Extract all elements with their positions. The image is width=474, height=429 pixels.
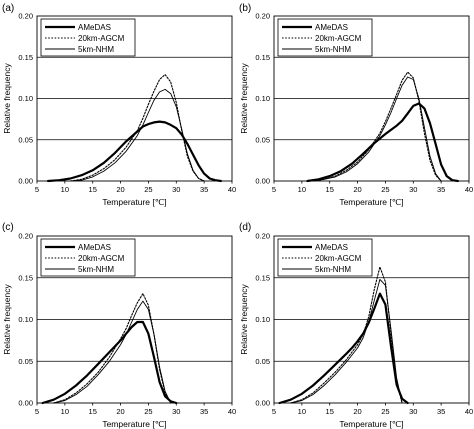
series-line-20km-agcm — [53, 293, 172, 404]
y-tick-label: 0.20 — [18, 232, 33, 241]
x-tick-label: 20 — [353, 407, 361, 416]
legend-label: AMeDAS — [315, 243, 348, 252]
y-tick-label: 0.05 — [18, 135, 33, 144]
series-line-20km-agcm — [312, 71, 442, 182]
x-axis-title: Temperature [℃] — [339, 419, 403, 429]
x-tick-label: 25 — [381, 407, 389, 416]
chart-panel-4: (d) 0.00 0.05 0.10 0.15 0.20 5 10 15 20 25 30 35 40 Te… — [239, 222, 473, 429]
x-tick-label: 5 — [35, 407, 39, 416]
y-tick-label: 0.10 — [255, 315, 270, 324]
x-tick-label: 40 — [228, 185, 236, 194]
legend-label: 5km-NHM — [78, 45, 114, 54]
series-line-5km-nhm — [69, 88, 205, 182]
plot-frame — [36, 15, 233, 182]
y-tick-label: 0.20 — [18, 12, 33, 21]
x-tick-label: 10 — [298, 407, 306, 416]
plot-frame — [273, 235, 470, 404]
legend-box — [277, 238, 373, 277]
x-tick-label: 20 — [353, 185, 361, 194]
panel-letter: (b) — [239, 3, 251, 14]
y-axis-title: Relative frequency — [239, 63, 249, 134]
y-tick-label: 0.05 — [18, 357, 33, 366]
x-tick-label: 30 — [409, 185, 417, 194]
x-tick-label: 25 — [144, 185, 152, 194]
x-tick-label: 25 — [144, 407, 152, 416]
y-tick-label: 0.20 — [255, 12, 270, 21]
x-tick-label: 5 — [35, 185, 39, 194]
x-axis-title: Temperature [℃] — [339, 197, 403, 207]
y-axis-title: Relative frequency — [2, 63, 12, 134]
x-tick-label: 35 — [437, 185, 445, 194]
series-line-amedas — [278, 292, 409, 405]
x-tick-label: 15 — [89, 185, 97, 194]
x-tick-label: 15 — [326, 185, 334, 194]
y-tick-label: 0.15 — [18, 53, 33, 62]
x-tick-label: 40 — [465, 407, 473, 416]
x-tick-label: 15 — [89, 407, 97, 416]
x-tick-label: 35 — [200, 185, 208, 194]
plot-frame — [36, 235, 233, 404]
x-tick-label: 25 — [381, 185, 389, 194]
y-tick-label: 0.10 — [18, 315, 33, 324]
series-line-20km-agcm — [69, 74, 205, 182]
panel-letter: (c) — [2, 222, 14, 233]
x-tick-label: 40 — [228, 407, 236, 416]
y-tick-label: 0.15 — [18, 273, 33, 282]
x-axis-title: Temperature [℃] — [102, 197, 166, 207]
panel-letter: (a) — [2, 3, 14, 14]
y-tick-label: 0.00 — [255, 177, 270, 186]
chart-panel-2: (b) 0.00 0.05 0.10 0.15 0.20 5 10 15 20 25 30 35 40 Te… — [239, 3, 473, 207]
legend-label: 20km-AGCM — [78, 254, 125, 263]
y-tick-label: 0.00 — [255, 399, 270, 408]
y-axis-title: Relative frequency — [239, 284, 249, 355]
x-tick-label: 30 — [409, 407, 417, 416]
x-tick-label: 10 — [61, 185, 69, 194]
y-tick-label: 0.05 — [255, 357, 270, 366]
legend-label: 20km-AGCM — [315, 254, 362, 263]
legend-label: 20km-AGCM — [78, 34, 125, 43]
legend-label: AMeDAS — [78, 243, 111, 252]
legend-label: 20km-AGCM — [315, 34, 362, 43]
x-tick-label: 15 — [326, 407, 334, 416]
legend-label: 5km-NHM — [315, 265, 351, 274]
y-tick-label: 0.15 — [255, 53, 270, 62]
y-tick-label: 0.10 — [18, 94, 33, 103]
x-tick-label: 40 — [465, 185, 473, 194]
series-line-amedas — [306, 102, 459, 183]
x-tick-label: 30 — [172, 407, 180, 416]
x-tick-label: 10 — [298, 185, 306, 194]
y-tick-label: 0.00 — [18, 399, 33, 408]
legend-box — [40, 18, 136, 57]
y-tick-label: 0.15 — [255, 273, 270, 282]
legend-label: AMeDAS — [78, 23, 111, 32]
x-tick-label: 20 — [116, 185, 124, 194]
x-tick-label: 5 — [272, 185, 276, 194]
series-line-amedas — [46, 120, 222, 183]
x-tick-label: 20 — [116, 407, 124, 416]
series-line-5km-nhm — [312, 76, 442, 182]
legend-label: 5km-NHM — [315, 45, 351, 54]
series-line-5km-nhm — [290, 278, 403, 404]
legend-label: 5km-NHM — [78, 265, 114, 274]
x-tick-label: 10 — [61, 407, 69, 416]
y-tick-label: 0.20 — [255, 232, 270, 241]
plot-frame — [273, 15, 470, 182]
legend-box — [277, 18, 373, 57]
x-axis-title: Temperature [℃] — [102, 419, 166, 429]
panel-letter: (d) — [239, 222, 251, 233]
x-tick-label: 35 — [437, 407, 445, 416]
x-tick-label: 30 — [172, 185, 180, 194]
chart-panel-3: (c) 0.00 0.05 0.10 0.15 0.20 5 10 15 20 25 30 35 40 Te… — [2, 222, 236, 429]
x-tick-label: 5 — [272, 407, 276, 416]
y-tick-label: 0.00 — [18, 177, 33, 186]
chart-panel-1: (a) 0.00 0.05 0.10 0.15 0.20 5 10 15 20 25 30 35 40 Te… — [2, 3, 236, 207]
x-tick-label: 35 — [200, 407, 208, 416]
legend-label: AMeDAS — [315, 23, 348, 32]
y-tick-label: 0.05 — [255, 135, 270, 144]
y-tick-label: 0.10 — [255, 94, 270, 103]
series-line-amedas — [41, 320, 178, 405]
y-axis-title: Relative frequency — [2, 284, 12, 355]
legend-box — [40, 238, 136, 277]
